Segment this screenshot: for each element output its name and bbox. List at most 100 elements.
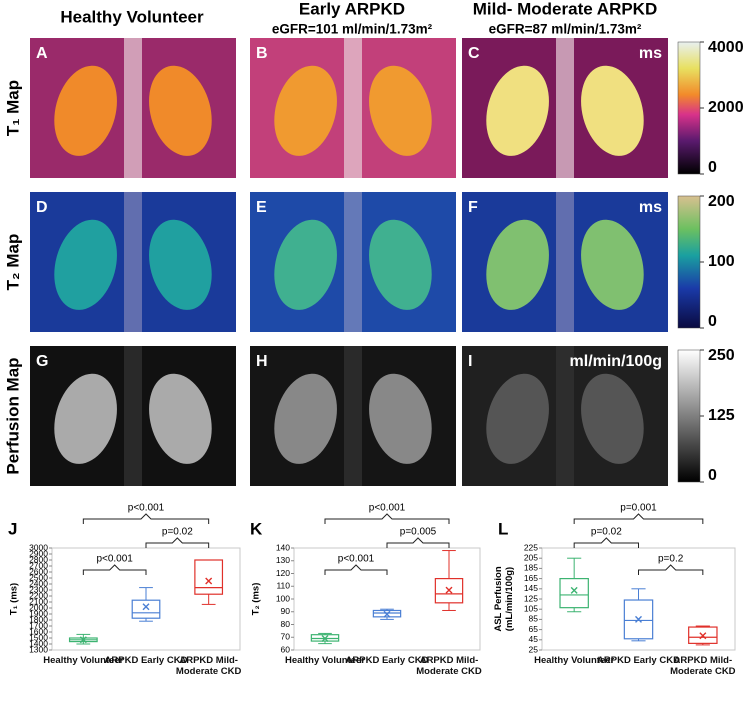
image-panel: G bbox=[30, 346, 236, 486]
image-panel: E bbox=[250, 192, 456, 332]
panel-letter: L bbox=[498, 519, 508, 538]
y-tick-label: 2200 bbox=[29, 590, 48, 600]
significance-bracket bbox=[82, 513, 210, 524]
row-label: Perfusion Map bbox=[3, 357, 22, 474]
mean-marker bbox=[142, 603, 150, 611]
y-tick-label: 110 bbox=[276, 581, 290, 591]
x-tick-label: ARPKD Early CKD bbox=[597, 655, 680, 666]
unit-label: ms bbox=[639, 45, 662, 62]
colorbar-tick-label: 250 bbox=[708, 347, 735, 364]
y-tick-label: 2300 bbox=[29, 584, 48, 594]
colorbar-tick-label: 100 bbox=[708, 253, 735, 270]
panel-letter: D bbox=[36, 199, 48, 216]
kidney bbox=[581, 65, 644, 156]
y-axis-label: T₂ (ms) bbox=[251, 583, 262, 616]
x-tick-label: ARPKD Early CKD bbox=[104, 655, 188, 666]
mean-marker bbox=[635, 615, 642, 623]
panel-letter: A bbox=[36, 45, 48, 62]
p-value: p=0.02 bbox=[591, 527, 622, 538]
box-plot bbox=[310, 632, 340, 645]
column-subtitle: eGFR=101 ml/min/1.73m² bbox=[272, 22, 433, 37]
y-tick-label: 65 bbox=[529, 624, 539, 634]
x-tick-label: Healthy Volunteer bbox=[43, 655, 124, 666]
spine bbox=[344, 38, 362, 178]
image-panel: D bbox=[30, 192, 236, 332]
y-tick-label: 165 bbox=[524, 573, 538, 583]
image-panel: B bbox=[250, 38, 456, 178]
y-tick-label: 1800 bbox=[29, 614, 48, 624]
p-value: p<0.001 bbox=[128, 503, 165, 514]
panel-letter: G bbox=[36, 353, 48, 370]
spine bbox=[556, 192, 574, 332]
y-tick-label: 205 bbox=[524, 552, 538, 562]
significance-bracket bbox=[145, 537, 210, 548]
significance-bracket bbox=[386, 537, 450, 548]
kidney bbox=[486, 65, 549, 156]
kidney bbox=[486, 219, 549, 310]
y-tick-label: 2000 bbox=[29, 602, 48, 612]
image-panel: H bbox=[250, 346, 456, 486]
panel-letter: H bbox=[256, 353, 268, 370]
y-tick-label: 25 bbox=[529, 644, 539, 654]
box-plot bbox=[688, 625, 718, 646]
p-value: p=0.001 bbox=[620, 503, 657, 514]
p-value: p<0.001 bbox=[338, 554, 375, 565]
mean-marker bbox=[383, 610, 391, 618]
kidney bbox=[54, 219, 117, 310]
y-tick-label: 1300 bbox=[29, 644, 48, 654]
y-tick-label: 2700 bbox=[29, 560, 48, 570]
y-axis-label: (mL/min/100g) bbox=[504, 567, 515, 631]
mean-marker bbox=[205, 577, 213, 585]
y-tick-label: 1500 bbox=[29, 632, 48, 642]
box bbox=[131, 599, 161, 619]
spine bbox=[344, 346, 362, 486]
y-tick-label: 105 bbox=[524, 603, 538, 613]
y-tick-label: 80 bbox=[281, 619, 291, 629]
y-tick-label: 1400 bbox=[29, 638, 48, 648]
x-tick-label: ARPKD Mild-Moderate CKD bbox=[175, 655, 242, 677]
colorbar-tick-label: 2000 bbox=[708, 99, 744, 116]
colorbar bbox=[677, 41, 701, 175]
significance-bracket bbox=[82, 564, 147, 575]
kidney bbox=[54, 373, 117, 464]
spine bbox=[124, 346, 142, 486]
y-tick-label: 45 bbox=[529, 634, 539, 644]
box-plot bbox=[194, 559, 224, 605]
box-plot bbox=[372, 608, 402, 620]
column-subtitle: eGFR=87 ml/min/1.73m² bbox=[489, 22, 642, 37]
colorbar-tick-label: 4000 bbox=[708, 39, 744, 56]
kidney bbox=[149, 373, 212, 464]
panel-letter: B bbox=[256, 45, 268, 62]
panel-letter: E bbox=[256, 199, 267, 216]
kidney bbox=[369, 373, 432, 464]
colorbar-tick-label: 0 bbox=[708, 159, 717, 176]
colorbar-tick-label: 0 bbox=[708, 313, 717, 330]
box bbox=[194, 559, 224, 595]
box-plot bbox=[434, 550, 464, 611]
x-tick-label: Healthy Volunteer bbox=[284, 655, 366, 666]
y-tick-label: 140 bbox=[276, 542, 290, 552]
mean-marker bbox=[699, 632, 707, 640]
panel-letter: J bbox=[8, 519, 17, 538]
y-tick-label: 2600 bbox=[29, 566, 48, 576]
y-tick-label: 130 bbox=[276, 555, 290, 565]
kidney bbox=[274, 219, 337, 310]
y-tick-label: 90 bbox=[281, 606, 291, 616]
y-tick-label: 60 bbox=[281, 644, 291, 654]
y-tick-label: 2900 bbox=[29, 548, 48, 558]
y-tick-label: 185 bbox=[524, 563, 538, 573]
unit-label: ml/min/100g bbox=[570, 353, 662, 370]
column-title: Healthy Volunteer bbox=[60, 7, 204, 26]
p-value: p=0.2 bbox=[658, 554, 684, 565]
p-value: p=0.02 bbox=[162, 527, 193, 538]
y-tick-label: 225 bbox=[524, 542, 538, 552]
y-axis-label: T₁ (ms) bbox=[9, 583, 20, 615]
colorbar-tick-label: 0 bbox=[708, 467, 717, 484]
mean-marker bbox=[445, 586, 453, 594]
kidney bbox=[149, 65, 212, 156]
